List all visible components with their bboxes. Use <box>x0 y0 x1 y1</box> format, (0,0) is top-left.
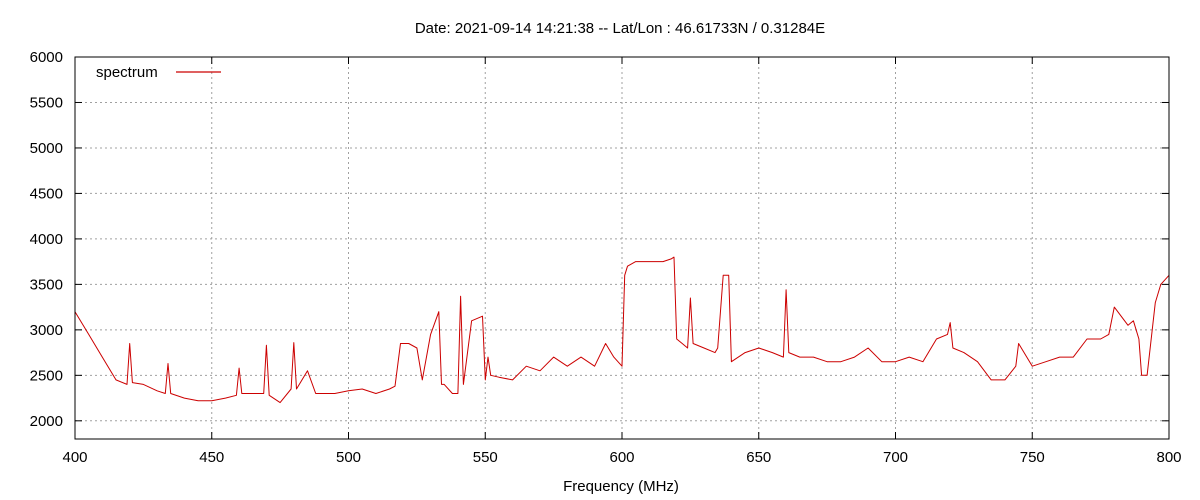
y-tick-label: 3500 <box>30 276 63 293</box>
x-tick-label: 450 <box>199 449 224 466</box>
legend-label: spectrum <box>96 64 158 81</box>
axis-ticks: 400 450 500 550 600 650 700 750 800 2000 2500 3000 3… <box>30 49 1182 466</box>
y-tick-label: 2000 <box>30 413 63 430</box>
chart-title: Date: 2021-09-14 14:21:38 -- Lat/Lon : 4… <box>415 20 825 37</box>
grid-lines <box>75 57 1169 439</box>
plot-frame <box>74 56 1170 440</box>
legend: spectrum <box>96 64 221 81</box>
series-layer <box>74 256 1170 404</box>
x-tick-label: 400 <box>62 449 87 466</box>
y-tick-label: 5000 <box>30 140 63 157</box>
y-tick-label: 4000 <box>30 231 63 248</box>
y-tick-label: 4500 <box>30 185 63 202</box>
x-tick-label: 750 <box>1020 449 1045 466</box>
x-tick-label: 600 <box>609 449 634 466</box>
spectrum-series-line <box>74 256 1170 404</box>
y-tick-label: 6000 <box>30 49 63 66</box>
x-tick-label: 650 <box>746 449 771 466</box>
x-axis-label: Frequency (MHz) <box>563 478 679 495</box>
y-tick-label: 2500 <box>30 367 63 384</box>
y-tick-label: 3000 <box>30 322 63 339</box>
x-tick-label: 800 <box>1156 449 1181 466</box>
x-tick-label: 550 <box>473 449 498 466</box>
x-tick-label: 500 <box>336 449 361 466</box>
x-tick-label: 700 <box>883 449 908 466</box>
y-tick-label: 5500 <box>30 94 63 111</box>
